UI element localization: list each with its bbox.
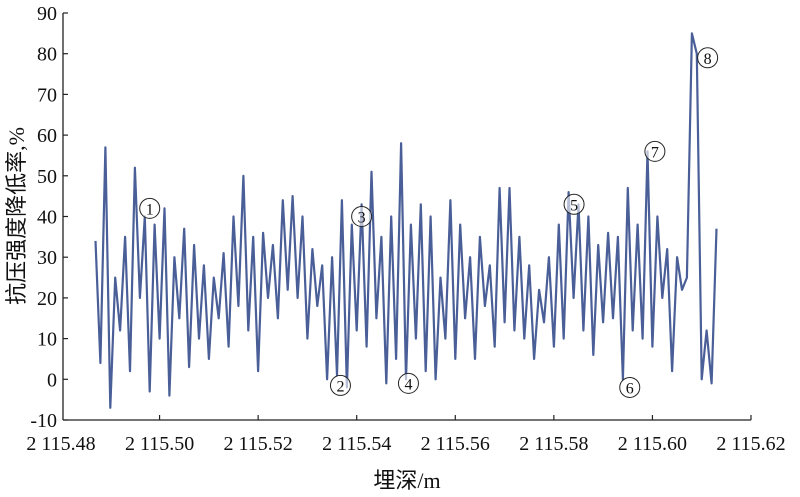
annotation-label: 4 [404,376,412,393]
annotation-circle [329,374,351,396]
annotation-circle [563,193,585,215]
x-tick-label: 2 115.48 [26,433,95,455]
x-tick-label: 2 115.58 [519,433,588,455]
x-tick-label: 2 115.54 [322,433,391,455]
x-tick-label: 2 115.56 [421,433,490,455]
annotation-label: 5 [570,197,578,214]
annotation-label: 1 [146,201,154,218]
y-tick-label: 40 [37,207,57,229]
data-series-line [94,32,718,409]
y-tick-label: 30 [37,247,57,269]
y-tick-label: 50 [37,166,57,188]
x-tick-label: 2 115.60 [618,433,687,455]
annotation-label: 2 [336,378,344,395]
annotation-circle [644,140,666,162]
y-tick-label: 60 [37,125,57,147]
annotation-circle [351,206,373,227]
annotation-label: 8 [704,51,712,68]
x-axis-label: 埋深/m [373,468,440,493]
y-tick-label: 90 [37,3,57,25]
y-tick-label: 0 [47,369,57,391]
y-tick-label: 70 [37,84,57,106]
axes: -10 0 10 20 30 40 50 60 70 80 90 2 115.48 2 115.50 2 … [26,3,785,455]
y-tick-label: 20 [37,288,57,310]
y-axis-label: 抗压强度降低率,% [4,127,29,305]
x-tick-label: 2 115.52 [224,433,293,455]
annotation-circle [397,372,419,394]
y-tick-label: -10 [30,410,57,432]
y-tick-label: 80 [37,44,57,66]
annotation-circle [619,376,641,398]
annotation-label: 6 [626,380,634,397]
annotation-circle [697,47,719,69]
x-tick-label: 2 115.50 [125,433,194,455]
y-tick-label: 10 [37,329,57,351]
annotation-label: 3 [358,210,366,227]
plot-area: 1 2 3 4 5 6 7 8 [94,32,719,409]
annotation-circle [139,197,161,219]
x-tick-label: 2 115.62 [716,433,785,455]
annotation-label: 7 [651,144,659,161]
